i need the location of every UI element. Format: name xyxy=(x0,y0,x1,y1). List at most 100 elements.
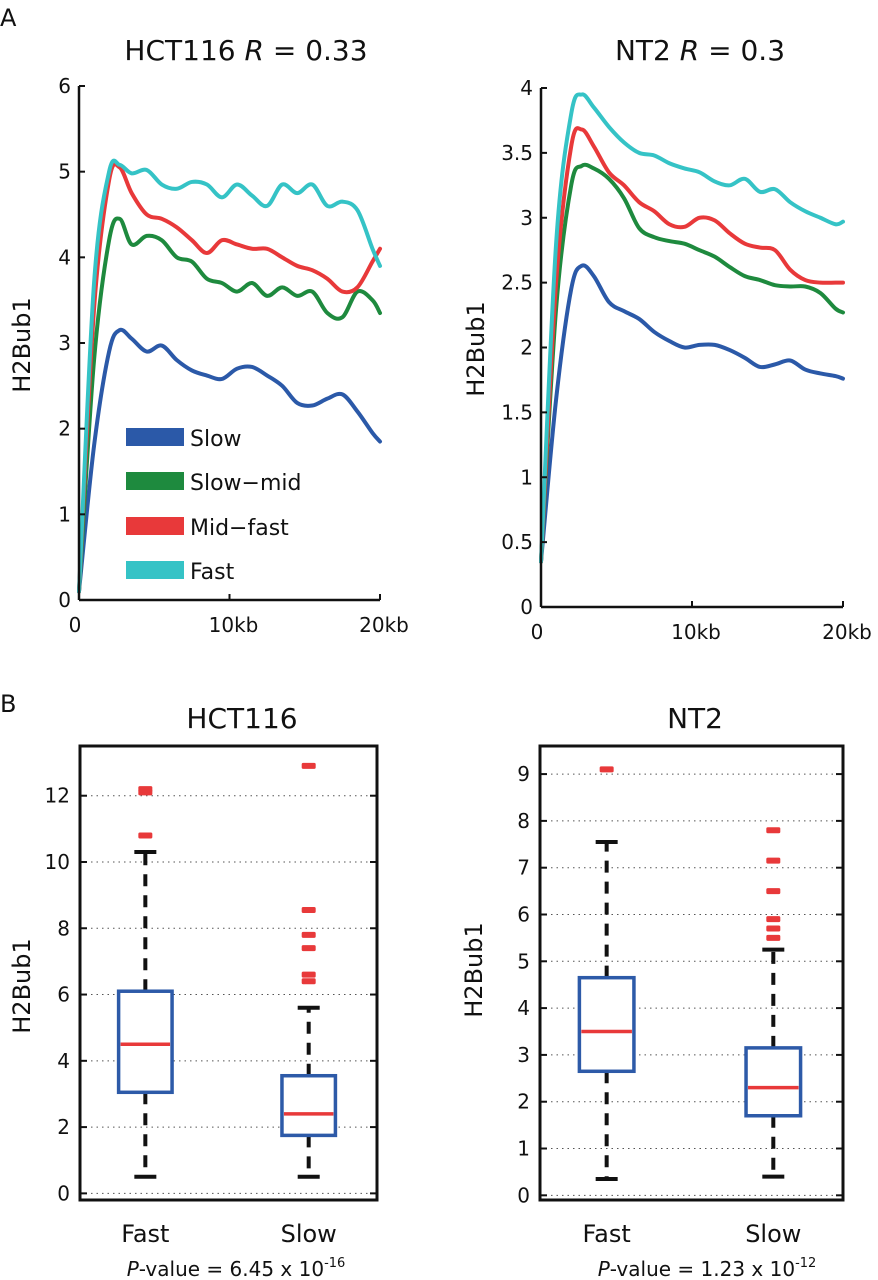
legend-swatch-fast xyxy=(126,561,184,579)
y-tick-label: 10 xyxy=(45,850,70,874)
chart-nt2-lines: NT2 R = 0.3 H2Bub1 0 0.5 1 1.5 2 2.5 3 3.5 4 0 10k… xyxy=(462,34,872,644)
y-tick-label: 1 xyxy=(520,465,533,489)
p-value: P-value = 6.45 x 10-16 xyxy=(127,1256,346,1280)
y-tick-label: 1 xyxy=(58,502,71,526)
series-line-mid-fast xyxy=(539,126,845,564)
y-axis-label: H2Bub1 xyxy=(460,922,488,1018)
box-slow xyxy=(744,827,803,1179)
series-line-slow xyxy=(539,263,845,564)
legend-swatch-slow-mid xyxy=(126,472,184,490)
x-tick-label: 20kb xyxy=(359,613,409,637)
plot-frame xyxy=(538,744,845,1202)
series-line-fast xyxy=(77,158,382,594)
y-tick-label: 4 xyxy=(57,1049,70,1073)
category-label: Fast xyxy=(583,1220,631,1248)
y-tick-label: 1 xyxy=(517,1137,530,1161)
outlier-point xyxy=(766,916,781,923)
x-tick-label: 0 xyxy=(69,613,82,637)
chart-hct116-lines: HCT116 R = 0.33 H2Bub1 0 1 2 3 4 5 6 0 10kb 20kb xyxy=(8,34,409,637)
y-tick-label: 4 xyxy=(517,996,530,1020)
chart-title: NT2 xyxy=(667,702,723,735)
series-line-slow-mid xyxy=(77,216,382,594)
y-tick-label: 12 xyxy=(45,784,70,808)
y-tick-label: 0 xyxy=(58,588,71,612)
y-tick-label: 8 xyxy=(517,809,530,833)
y-tick-label: 5 xyxy=(58,160,71,184)
panel-label-a: A xyxy=(0,4,17,32)
p-value: P-value = 1.23 x 10-12 xyxy=(598,1256,817,1280)
y-tick-label: 3 xyxy=(517,1043,530,1067)
y-tick-label: 2 xyxy=(58,417,71,441)
legend-label-fast: Fast xyxy=(190,560,235,585)
outlier-point xyxy=(766,925,781,932)
outlier-point xyxy=(599,766,614,773)
outlier-point xyxy=(138,832,153,839)
y-tick-label: 3.5 xyxy=(501,141,533,165)
outlier-point xyxy=(766,888,781,895)
x-tick-label: 0 xyxy=(531,620,544,644)
y-tick-label: 2 xyxy=(520,336,533,360)
outlier-point xyxy=(766,827,781,834)
series-line-mid-fast xyxy=(77,162,382,594)
y-tick-label: 4 xyxy=(58,245,71,269)
outlier-point xyxy=(138,786,153,793)
outlier-point xyxy=(766,857,781,864)
panel-label-b: B xyxy=(0,690,16,718)
legend-swatch-slow xyxy=(126,428,184,446)
x-tick-label: 20kb xyxy=(822,620,872,644)
y-tick-label: 2.5 xyxy=(501,271,533,295)
outlier-point xyxy=(301,931,316,938)
y-tick-label: 6 xyxy=(58,74,71,98)
y-tick-label: 3 xyxy=(58,331,71,355)
box-slow xyxy=(280,762,338,1179)
box-fast xyxy=(116,786,174,1179)
iqr-box xyxy=(116,989,174,1095)
series-line-fast xyxy=(539,92,845,564)
y-tick-label: 5 xyxy=(517,949,530,973)
outlier-point xyxy=(766,934,781,941)
y-tick-label: 0 xyxy=(57,1181,70,1205)
chart-nt2-boxplot: NT2 H2Bub1 0 1 2 3 4 5 6 7 8 9 Fast Slow P-value = … xyxy=(460,702,845,1280)
y-tick-label: 6 xyxy=(517,902,530,926)
y-axis-label: H2Bub1 xyxy=(8,938,36,1034)
y-tick-label: 0.5 xyxy=(501,530,533,554)
chart-hct116-boxplot: HCT116 H2Bub1 0 2 4 6 8 10 12 Fast Slow P-value … xyxy=(8,702,379,1280)
outlier-point xyxy=(301,945,316,952)
chart-title: NT2 R = 0.3 xyxy=(615,34,785,67)
outlier-point xyxy=(301,978,316,985)
y-tick-label: 7 xyxy=(517,856,530,880)
y-tick-label: 3 xyxy=(520,206,533,230)
plot-frame xyxy=(78,744,379,1202)
series-line-slow xyxy=(77,327,382,594)
legend-label-mid-fast: Mid−fast xyxy=(190,516,289,541)
category-label: Slow xyxy=(281,1220,337,1248)
y-tick-label: 4 xyxy=(520,76,533,100)
y-tick-label: 2 xyxy=(57,1115,70,1139)
box-fast xyxy=(577,766,636,1181)
outlier-point xyxy=(301,907,316,914)
y-tick-label: 2 xyxy=(517,1090,530,1114)
legend-swatch-mid-fast xyxy=(126,517,184,535)
y-axis-label: H2Bub1 xyxy=(462,301,490,397)
legend: Slow Slow−mid Mid−fast Fast xyxy=(126,427,301,585)
iqr-box xyxy=(577,975,636,1074)
y-tick-label: 9 xyxy=(517,762,530,786)
y-axis-label: H2Bub1 xyxy=(8,297,36,393)
y-tick-label: 0 xyxy=(520,595,533,619)
iqr-box xyxy=(744,1046,803,1118)
legend-label-slow-mid: Slow−mid xyxy=(190,471,301,496)
category-label: Slow xyxy=(745,1220,801,1248)
series-line-slow-mid xyxy=(539,162,845,564)
chart-title: HCT116 xyxy=(186,702,297,735)
legend-label-slow: Slow xyxy=(190,427,242,452)
iqr-box xyxy=(280,1073,338,1138)
x-tick-label: 10kb xyxy=(209,613,259,637)
chart-title: HCT116 R = 0.33 xyxy=(124,34,367,67)
x-tick-label: 10kb xyxy=(671,620,721,644)
y-tick-label: 1.5 xyxy=(501,400,533,424)
category-label: Fast xyxy=(121,1220,169,1248)
y-tick-label: 6 xyxy=(57,983,70,1007)
y-tick-label: 8 xyxy=(57,916,70,940)
outlier-point xyxy=(301,971,316,978)
